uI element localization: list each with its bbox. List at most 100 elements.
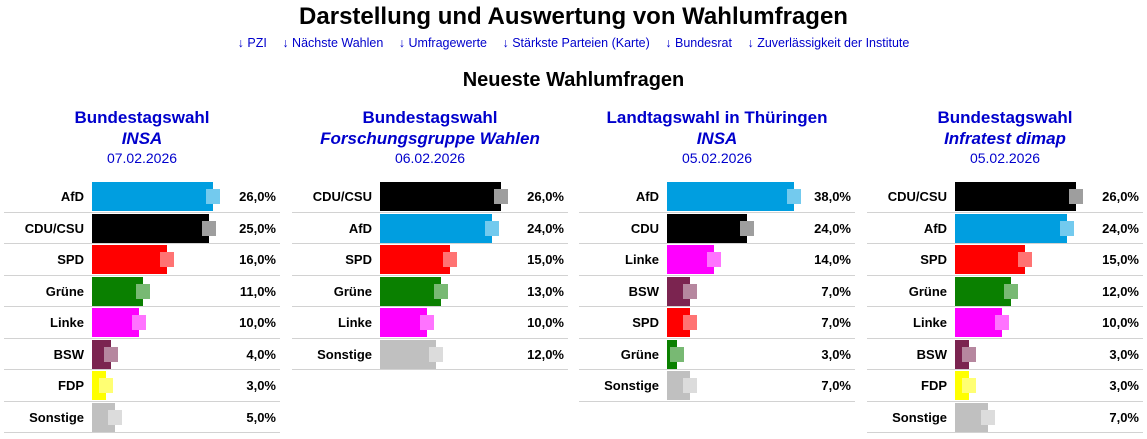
trend-marker bbox=[994, 315, 1009, 330]
row-divider bbox=[579, 337, 855, 339]
row-divider bbox=[4, 432, 280, 433]
party-label: CDU/CSU bbox=[312, 189, 372, 204]
trend-marker bbox=[670, 346, 684, 362]
row-divider bbox=[867, 337, 1143, 339]
row-divider bbox=[867, 211, 1143, 213]
bar-track bbox=[92, 245, 232, 274]
bar-linke bbox=[955, 308, 1009, 337]
poll-row-linke: Linke 14,0% bbox=[579, 244, 855, 276]
bar-afd bbox=[667, 182, 801, 211]
poll-institute[interactable]: Forschungsgruppe Wahlen bbox=[320, 129, 540, 148]
trend-marker bbox=[99, 378, 113, 393]
bar-track bbox=[380, 339, 520, 369]
row-divider bbox=[867, 432, 1143, 433]
bar-track bbox=[667, 276, 807, 306]
party-label: Linke bbox=[50, 315, 84, 330]
trend-marker bbox=[494, 189, 509, 204]
row-divider bbox=[292, 306, 568, 307]
bar-track bbox=[955, 339, 1095, 369]
row-divider bbox=[4, 243, 280, 244]
poll-row-sonstige: Sonstige 7,0% bbox=[579, 370, 855, 402]
section-title: Neueste Wahlumfragen bbox=[462, 69, 685, 91]
poll-institute[interactable]: INSA bbox=[121, 129, 163, 148]
poll-election-title[interactable]: Bundestagswahl bbox=[362, 108, 498, 127]
value-label: 12,0% bbox=[527, 346, 564, 362]
row-divider bbox=[867, 243, 1143, 244]
value-label: 26,0% bbox=[1102, 189, 1139, 204]
party-label: Grüne bbox=[333, 283, 372, 299]
poll-row-bsw: BSW 7,0% bbox=[579, 276, 855, 307]
value-label: 5,0% bbox=[246, 409, 276, 425]
poll-header: Bundestagswahl Infratest dimap 05.02.202… bbox=[867, 107, 1143, 167]
bar-fdp bbox=[92, 371, 113, 400]
poll-institute[interactable]: Infratest dimap bbox=[944, 129, 1066, 148]
party-label: FDP bbox=[58, 378, 84, 393]
value-label: 10,0% bbox=[527, 315, 564, 330]
bar-afd bbox=[380, 213, 499, 243]
bar-track bbox=[667, 308, 807, 337]
nav-link-bundesrat[interactable]: ↓ Bundesrat bbox=[665, 36, 732, 50]
value-label: 3,0% bbox=[1109, 346, 1139, 362]
bar-track bbox=[955, 371, 1095, 400]
trend-marker bbox=[683, 315, 698, 330]
row-divider bbox=[867, 369, 1143, 370]
bar-track bbox=[92, 339, 232, 369]
bar-linke bbox=[667, 245, 721, 274]
poll-row-cdu-csu: CDU/CSU 25,0% bbox=[4, 213, 280, 244]
poll-row-afd: AfD 24,0% bbox=[867, 213, 1143, 244]
party-label: BSW bbox=[916, 346, 947, 362]
trend-marker bbox=[206, 189, 221, 204]
nav-link-staerkste-parteien[interactable]: ↓ Stärkste Parteien (Karte) bbox=[502, 36, 650, 50]
bar-cdu-csu bbox=[92, 213, 216, 243]
party-label: SPD bbox=[632, 315, 659, 330]
nav-link-zuverlaessigkeit[interactable]: ↓ Zuverlässigkeit der Institute bbox=[747, 36, 910, 50]
bar-track bbox=[380, 276, 520, 306]
bar-track bbox=[955, 245, 1095, 274]
value-label: 3,0% bbox=[821, 346, 851, 362]
poll-election-title[interactable]: Bundestagswahl bbox=[937, 108, 1073, 127]
poll-row-spd: SPD 15,0% bbox=[292, 244, 568, 276]
bar-sonstige bbox=[92, 402, 123, 432]
party-label: AfD bbox=[60, 189, 84, 204]
poll-row-bsw: BSW 3,0% bbox=[867, 339, 1143, 370]
bar-track bbox=[667, 245, 807, 274]
value-label: 26,0% bbox=[239, 189, 276, 204]
bar-sonstige bbox=[667, 371, 698, 400]
poll-row-afd: AfD 26,0% bbox=[4, 181, 280, 213]
bar-bsw bbox=[955, 339, 976, 369]
trend-marker bbox=[136, 283, 151, 299]
bar-track bbox=[92, 402, 232, 432]
bar-afd bbox=[955, 213, 1074, 243]
trend-marker bbox=[103, 346, 118, 362]
bar-track bbox=[667, 371, 807, 400]
bar-track bbox=[380, 245, 520, 274]
bar-gruene bbox=[955, 276, 1018, 306]
trend-marker bbox=[683, 378, 698, 393]
bar-track bbox=[955, 213, 1095, 243]
value-label: 10,0% bbox=[1102, 315, 1139, 330]
bar-sonstige bbox=[380, 339, 443, 369]
poll-election-title[interactable]: Bundestagswahl bbox=[74, 108, 210, 127]
row-divider bbox=[292, 274, 568, 276]
nav-link-umfragewerte[interactable]: ↓ Umfragewerte bbox=[398, 36, 488, 50]
party-label: Linke bbox=[913, 315, 947, 330]
row-divider bbox=[292, 369, 568, 370]
nav-link-pzi[interactable]: ↓ PZI bbox=[237, 36, 267, 50]
row-divider bbox=[579, 400, 855, 402]
row-divider bbox=[579, 274, 855, 276]
bar-cdu-csu bbox=[380, 182, 509, 211]
bar-cdu-csu bbox=[955, 182, 1084, 211]
poll-institute[interactable]: INSA bbox=[696, 129, 738, 148]
party-label: Sonstige bbox=[892, 409, 947, 425]
nav-link-naechste-wahlen[interactable]: ↓ Nächste Wahlen bbox=[282, 36, 384, 50]
value-label: 11,0% bbox=[239, 283, 276, 299]
poll-row-cdu-csu: CDU/CSU 26,0% bbox=[292, 181, 568, 213]
row-divider bbox=[867, 306, 1143, 307]
trend-marker bbox=[429, 346, 443, 362]
bar-linke bbox=[380, 308, 434, 337]
party-label: BSW bbox=[628, 283, 659, 299]
poll-election-title[interactable]: Landtagswahl in Thüringen bbox=[606, 108, 828, 127]
trend-marker bbox=[443, 252, 457, 267]
row-divider bbox=[579, 243, 855, 244]
bar-spd bbox=[92, 245, 174, 274]
